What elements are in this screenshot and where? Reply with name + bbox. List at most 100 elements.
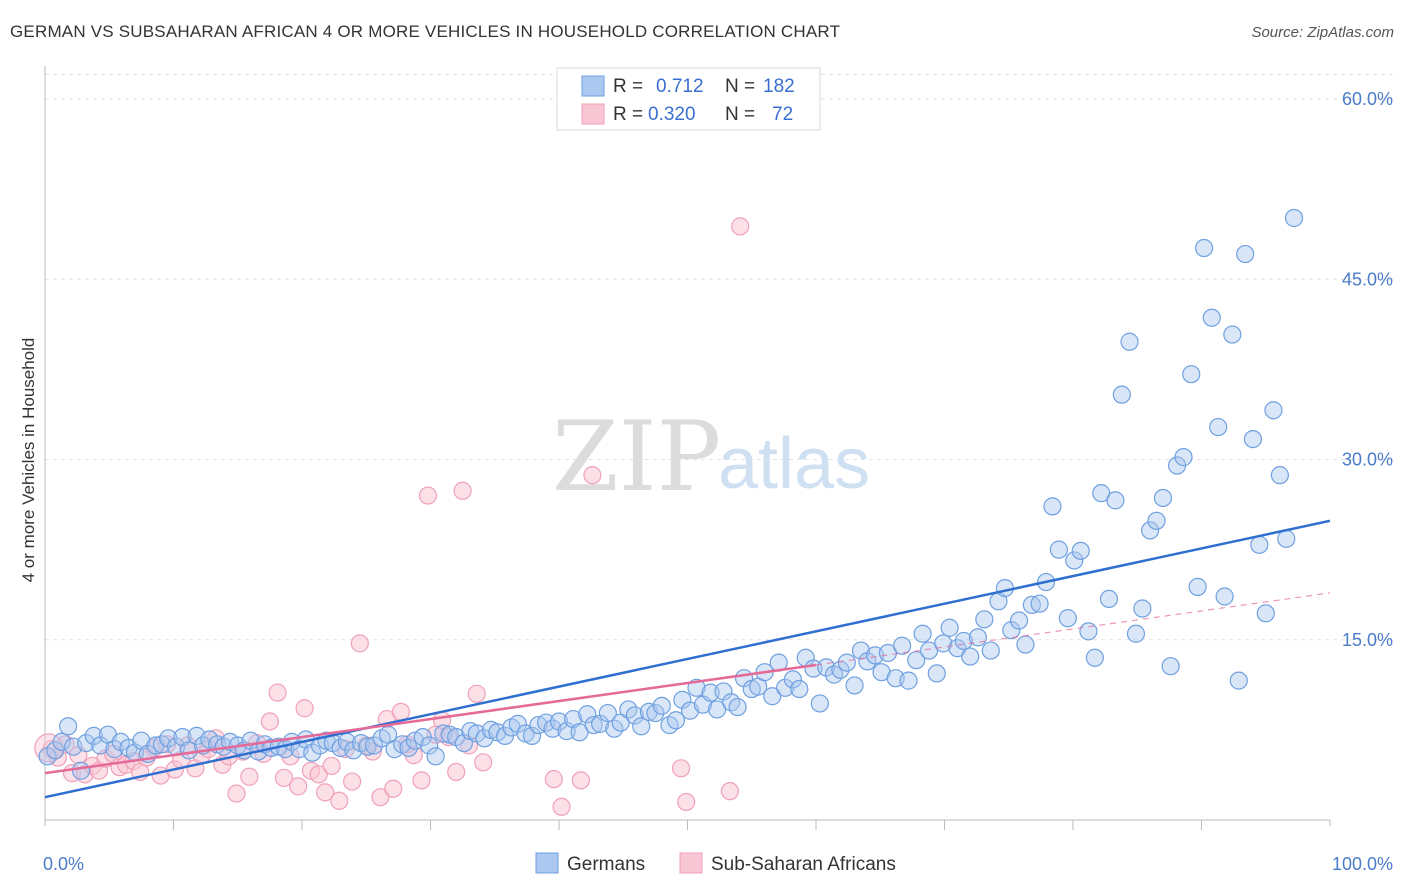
point-sub-saharan-48 [371,788,390,807]
point-germans-98 [707,700,727,719]
point-germans-150 [1065,551,1084,570]
watermark: ZIP atlas [552,401,870,513]
point-sub-saharan-44 [343,772,362,791]
point-germans-128 [913,624,932,643]
y-tick-label-0: 15.0% [1342,630,1393,650]
point-sub-saharan-41 [322,756,341,776]
legend-swatch-sub-saharan [581,103,605,125]
point-germans-132 [940,618,959,637]
point-sub-saharan-64 [544,770,563,789]
point-germans-127 [907,651,926,670]
point-germans-148 [1049,540,1068,559]
point-germans-180 [1270,466,1289,485]
point-germans-90 [652,696,671,715]
trend-line-sub-saharan-extension [815,592,1331,666]
legend-swatch-germans [581,75,605,97]
legend-n-value-1: 182 [763,76,795,97]
bottom-legend-germans: Germans [567,854,645,875]
point-germans-182 [1284,208,1304,228]
point-germans-48 [364,736,384,755]
point-germans-178 [1256,604,1275,623]
point-germans-117 [837,653,856,672]
legend-n-label-2: N = [725,104,755,125]
point-germans-142 [1009,611,1029,630]
point-germans-181 [1277,529,1296,548]
point-germans-133 [948,639,967,658]
series-germans [38,208,1304,780]
point-germans-154 [1092,484,1111,503]
point-sub-saharan-71 [731,217,750,236]
point-germans-129 [919,641,939,660]
point-sub-saharan-50 [384,779,403,798]
point-germans-109 [783,670,802,689]
point-germans-141 [1002,621,1021,640]
y-tick-label-2: 45.0% [1342,269,1393,289]
point-germans-156 [1106,491,1125,510]
legend-r-label-2: R = [613,104,643,125]
legend-n-label-1: N = [725,76,755,97]
trend-lines [44,519,1331,799]
point-germans-168 [1188,577,1207,596]
point-sub-saharan-62 [467,684,486,703]
point-germans-113 [810,694,829,713]
point-germans-162 [1147,511,1166,530]
legend-n-value-2: 72 [772,104,793,125]
point-germans-161 [1140,521,1160,540]
point-germans-145 [1030,594,1049,613]
point-germans-89 [646,703,665,723]
bottom-legend-swatch-germans [535,852,559,874]
legend-box: R = 0.712 N = 182 R = 0.320 N = 72 [556,67,821,131]
point-germans-118 [845,676,864,695]
point-germans-39 [303,743,322,762]
point-germans-87 [632,717,651,736]
point-sub-saharan-27 [227,784,246,803]
point-germans-86 [625,706,644,725]
watermark-atlas: atlas [718,424,870,504]
point-sub-saharan-66 [571,771,590,790]
point-germans-147 [1043,497,1062,516]
point-sub-saharan-63 [474,753,493,772]
point-germans-3 [59,717,78,736]
point-sub-saharan-68 [671,759,691,778]
bottom-legend-sub-saharan: Sub-Saharan Africans [711,854,896,875]
point-germans-110 [790,679,809,699]
gridlines [45,74,1395,641]
point-sub-saharan-45 [350,634,369,653]
point-germans-163 [1153,488,1173,508]
point-germans-69 [508,714,527,733]
point-germans-47 [358,737,377,756]
point-germans-170 [1202,308,1221,327]
point-germans-164 [1161,657,1180,676]
y-axis-label: 4 or more Vehicles in Household [19,338,38,583]
trend-line-sub-saharan [44,663,817,775]
point-germans-10 [105,740,124,759]
point-germans-5 [71,761,91,780]
point-germans-149 [1058,609,1077,628]
point-germans-82 [598,703,617,723]
point-sub-saharan-60 [453,481,472,500]
point-germans-123 [878,643,898,663]
point-germans-97 [701,683,720,702]
point-germans-57 [426,747,445,766]
point-sub-saharan-33 [268,683,287,702]
point-germans-80 [584,715,603,735]
chart-title: GERMAN VS SUBSAHARAN AFRICAN 4 OR MORE V… [10,22,841,41]
point-germans-160 [1133,599,1152,618]
point-sub-saharan-59 [447,762,466,782]
point-sub-saharan-39 [309,765,328,784]
point-germans-144 [1022,595,1041,615]
point-sub-saharan-69 [677,792,696,812]
point-germans-74 [543,719,562,738]
point-germans-75 [549,712,569,731]
point-germans-171 [1209,417,1228,437]
legend-r-label-1: R = [613,76,643,97]
point-sub-saharan-67 [583,466,602,485]
point-sub-saharan-42 [330,791,349,810]
point-germans-130 [927,664,946,683]
point-germans-152 [1079,622,1098,641]
point-sub-saharan-51 [391,702,411,721]
point-germans-153 [1085,648,1104,667]
y-tick-labels: 15.0% 30.0% 45.0% 60.0% [1342,89,1393,650]
point-sub-saharan-55 [418,486,438,505]
point-sub-saharan-54 [412,771,431,790]
